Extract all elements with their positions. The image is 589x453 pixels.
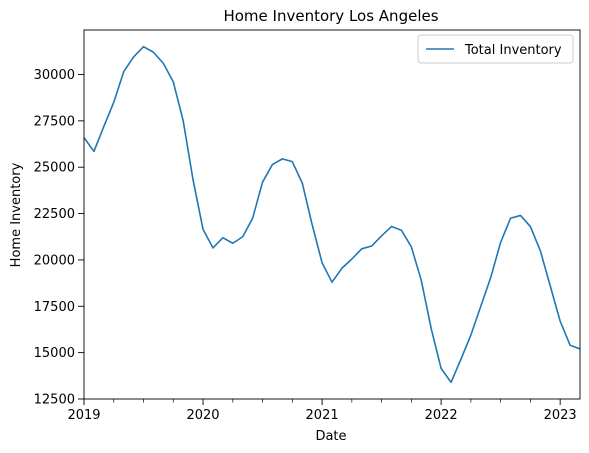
x-axis-title: Date [315,429,346,444]
y-tick-label: 25000 [34,161,75,176]
plot-frame [83,29,581,400]
y-tick-label: 15000 [34,346,75,361]
chart-title: Home Inventory Los Angeles [223,7,438,25]
y-tick-label: 22500 [34,207,75,222]
y-tick-label: 30000 [34,68,75,83]
legend-label-total-inventory: Total Inventory [464,43,562,58]
plot-area [83,45,581,384]
series-line-0 [83,45,581,384]
x-axis: 2019 2020 2021 2022 2023 [67,399,577,423]
y-axis: 12500 15000 17500 20000 22500 25000 27500 30000 [34,68,84,408]
x-tick-label: 2021 [306,408,339,423]
x-tick-label: 2022 [425,408,458,423]
x-tick-label: 2019 [67,408,100,423]
y-tick-label: 12500 [34,393,75,408]
y-tick-label: 17500 [34,300,75,315]
legend-box [417,34,574,64]
legend: Total Inventory [417,34,574,64]
y-tick-label: 27500 [34,114,75,129]
y-tick-label: 20000 [34,253,75,268]
y-axis-title: Home Inventory [9,162,24,267]
x-tick-label: 2023 [544,408,577,423]
x-tick-label: 2020 [186,408,219,423]
